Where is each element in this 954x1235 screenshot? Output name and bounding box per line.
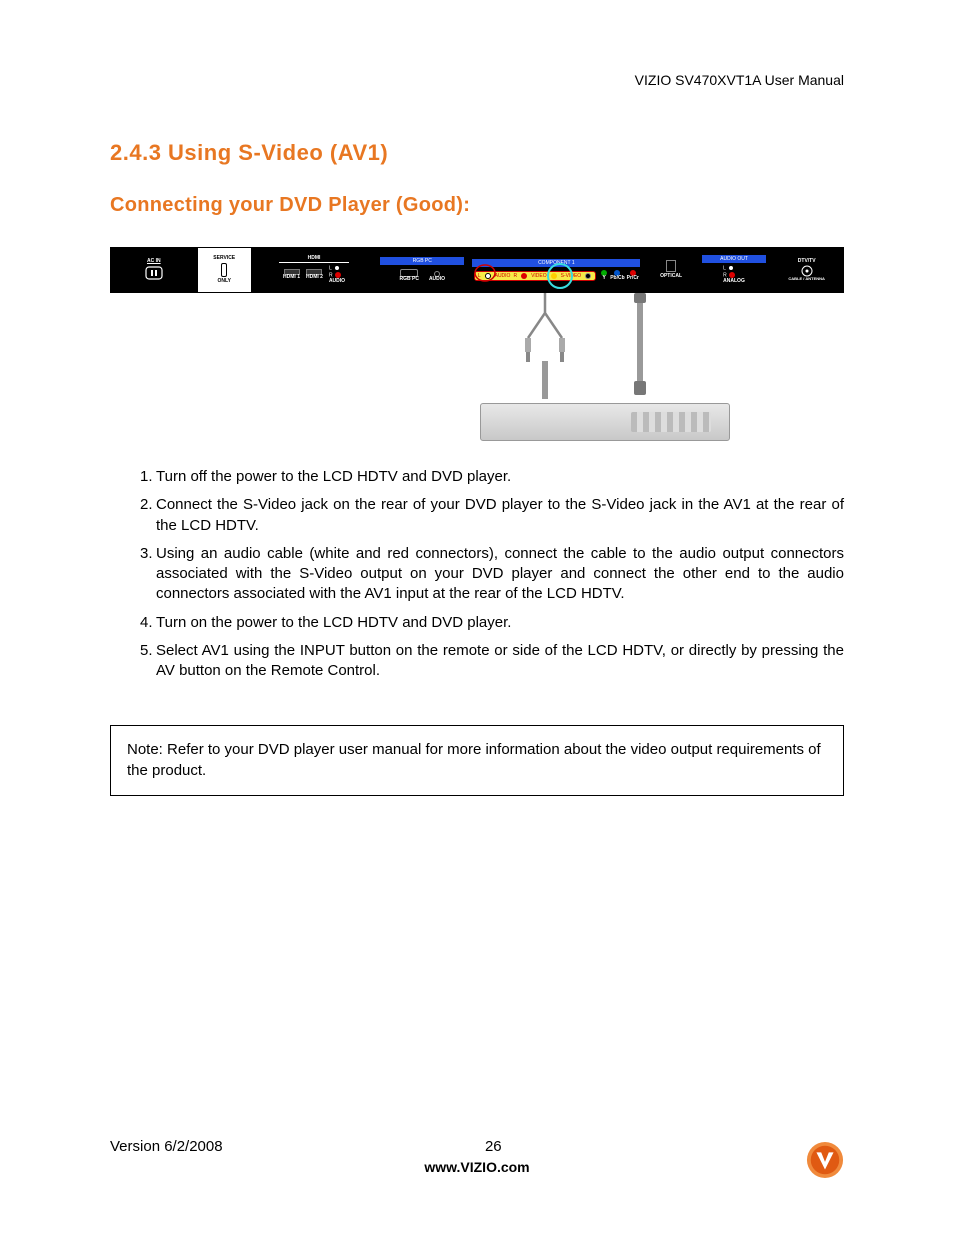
coax-port-icon [801,265,813,277]
step-text: Using an audio cable (white and red conn… [156,544,844,605]
label-hdmi1: HDMI 1 [283,275,300,281]
label-av1-video: VIDEO [531,273,547,279]
label-service-only: ONLY [218,279,231,285]
cables-area [110,293,844,403]
step-number: 3. [110,544,156,605]
label-av1-audio: AUDIO [495,273,511,279]
label-cable-antenna: CABLE / ANTENNA [788,277,825,281]
audio-highlight-circle-icon [474,262,496,284]
label-ao-analog: ANALOG [723,279,745,285]
panel-ac-in: AC IN [111,248,197,292]
label-ao-l: L [723,266,726,272]
panel-dtv: DTV/TV CABLE / ANTENNA [770,248,843,292]
panel-optical: OPTICAL [644,248,697,292]
label-hdmi-l: L [329,266,332,272]
step-item: 1. Turn off the power to the LCD HDTV an… [110,467,844,487]
panel-rgb-pc: RGB PC RGB PC AUDIO [376,248,468,292]
step-item: 4. Turn on the power to the LCD HDTV and… [110,613,844,633]
footer-version: Version 6/2/2008 [110,1138,223,1155]
note-box: Note: Refer to your DVD player user manu… [110,725,844,796]
step-number: 4. [110,613,156,633]
svideo-highlight-circle-icon [546,262,574,290]
label-service: SERVICE [213,256,235,262]
subsection-title: Connecting your DVD Player (Good): [110,194,844,217]
step-number: 5. [110,641,156,682]
label-y: Y [603,276,606,282]
label-audioout-header: AUDIO OUT [702,255,767,263]
vizio-logo-icon [806,1141,844,1179]
label-pr: Pr/Cr [627,276,639,282]
label-pb: Pb/Cb [610,276,624,282]
optical-port-icon [666,260,676,272]
svideo-cable-icon [630,293,650,401]
panel-audio-out: AUDIO OUT L R ANALOG [698,248,771,292]
label-hdmi2: HDMI 2 [306,275,323,281]
step-number: 1. [110,467,156,487]
section-title: 2.4.3 Using S-Video (AV1) [110,140,844,166]
step-text: Select AV1 using the INPUT button on the… [156,641,844,682]
label-hdmi-header: HDMI [279,256,349,264]
tv-rear-panel: AC IN SERVICE ONLY HDMI HDMI 1 HDMI 2 [110,247,844,293]
label-rgbpc: RGB PC [399,277,418,283]
audio-cable-icon [520,293,570,401]
step-item: 2. Connect the S-Video jack on the rear … [110,495,844,536]
footer-page-number: 26 [485,1138,502,1155]
instruction-steps: 1. Turn off the power to the LCD HDTV an… [110,467,844,681]
footer-url: www.VIZIO.com [110,1159,844,1175]
step-number: 2. [110,495,156,536]
service-port-icon [221,263,227,277]
panel-service: SERVICE ONLY [197,248,252,292]
step-text: Turn on the power to the LCD HDTV and DV… [156,613,844,633]
label-optical: OPTICAL [660,274,682,280]
manual-page: VIZIO SV470XVT1A User Manual 2.4.3 Using… [0,0,954,1235]
step-text: Turn off the power to the LCD HDTV and D… [156,467,844,487]
page-footer: Version 6/2/2008 26 www.VIZIO.com [110,1138,844,1175]
label-rgbpc-audio: AUDIO [429,277,445,283]
step-item: 3. Using an audio cable (white and red c… [110,544,844,605]
dvd-player-icon [480,403,730,441]
step-text: Connect the S-Video jack on the rear of … [156,495,844,536]
header-manual-title: VIZIO SV470XVT1A User Manual [635,72,844,88]
label-rgbpc-header: RGB PC [380,257,464,265]
connection-diagram: AC IN SERVICE ONLY HDMI HDMI 1 HDMI 2 [110,247,844,441]
panel-hdmi: HDMI HDMI 1 HDMI 2 L R AUDIO [252,248,376,292]
ac-plug-icon [144,265,164,281]
panel-component1: COMPONENT 1 L AUDIO R VIDEO S-VIDEO Y Pb… [468,248,644,292]
step-item: 5. Select AV1 using the INPUT button on … [110,641,844,682]
label-av1-r: R [513,273,517,279]
label-hdmi-audio: AUDIO [329,279,345,285]
